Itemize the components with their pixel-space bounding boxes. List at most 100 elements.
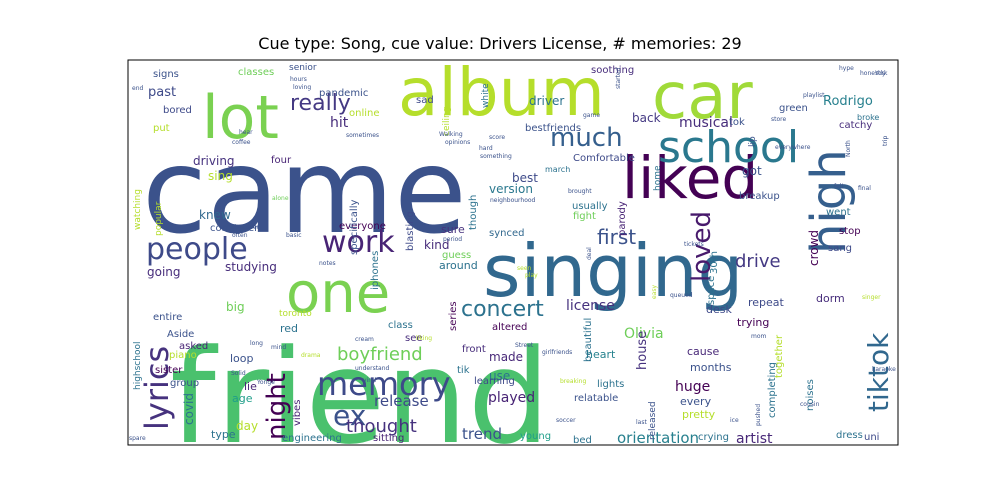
word-period: period: [443, 236, 462, 243]
word-something: something: [480, 153, 512, 160]
word-guess: guess: [442, 250, 471, 261]
word-crying: crying: [698, 432, 729, 443]
word-version: version: [489, 182, 533, 196]
word-rodrigo: Rodrigo: [823, 94, 873, 109]
word-class: class: [388, 320, 413, 331]
word-watching: watching: [133, 189, 143, 230]
word-ice: ice: [730, 417, 739, 424]
word-uni: uni: [864, 432, 879, 443]
word-artist: artist: [736, 431, 773, 447]
word-spare: spare: [129, 435, 146, 442]
word-loving: loving: [293, 84, 311, 91]
word-comfortable: Comfortable: [573, 153, 635, 164]
word-sure: sure: [441, 223, 465, 236]
word-store: store: [771, 116, 786, 123]
word-sing: sing: [208, 169, 233, 183]
word-senior: senior: [289, 63, 317, 73]
word-fight: fight: [573, 211, 596, 222]
word-cream: cream: [355, 336, 374, 343]
word-playlist: playlist: [803, 92, 825, 99]
word-loved: loved: [687, 211, 717, 282]
word-broke: broke: [857, 113, 879, 122]
word-lot: lot: [202, 83, 279, 153]
word-viral: viral: [363, 377, 376, 384]
word-soccer: soccer: [556, 417, 576, 424]
word-coffee: coffee: [232, 139, 251, 146]
word-studying: studying: [225, 260, 277, 274]
word-young: young: [520, 431, 551, 442]
word-loop: loop: [230, 352, 254, 365]
word-specifically: specifically: [349, 200, 360, 255]
word-deal: deal: [586, 247, 593, 260]
word-singer: singer: [862, 294, 881, 301]
word-karaoke: karaoke: [872, 366, 896, 373]
word-final: final: [858, 185, 871, 192]
word-everywhere: everywhere: [775, 144, 811, 151]
word-lip: lip: [748, 136, 758, 147]
word-yonge: Yonge: [256, 379, 275, 386]
word-series: series: [448, 301, 459, 331]
word-bed: bed: [573, 435, 592, 446]
word-driving: driving: [193, 154, 235, 168]
word-age: age: [232, 392, 253, 405]
word-north: North: [845, 140, 852, 157]
word-parody: parody: [617, 201, 628, 236]
word-kind: kind: [424, 238, 450, 252]
word-honestly: honestly: [860, 70, 886, 77]
word-cause: cause: [687, 345, 719, 358]
word-noises: noises: [805, 379, 816, 411]
word-trip: trip: [882, 136, 889, 146]
word-opinions: opinions: [445, 139, 470, 146]
word-release: release: [374, 392, 429, 410]
word-repeat: repeat: [748, 296, 785, 309]
word-pretty: pretty: [682, 408, 716, 421]
word-blasting: blasting: [405, 211, 416, 251]
word-put: put: [153, 123, 170, 134]
word-drama: drama: [301, 352, 321, 359]
word-score: score: [489, 134, 505, 141]
word-engineering: engineering: [282, 433, 342, 444]
word-people: people: [146, 232, 248, 267]
word-big: big: [226, 300, 245, 314]
word-breaking: breaking: [560, 378, 586, 385]
plot-frame: [127, 59, 899, 446]
word-hours: hours: [290, 76, 307, 83]
word-pushed: pushed: [755, 404, 762, 426]
word-high: high: [801, 149, 857, 254]
word-covid: covid: [182, 393, 196, 425]
word-sometimes: sometimes: [346, 132, 379, 139]
word-came: came: [142, 122, 467, 260]
word-mind: mind: [271, 344, 286, 351]
word-started: started: [615, 67, 622, 89]
word-learning: learning: [474, 376, 515, 387]
word-march: march: [545, 165, 570, 174]
word-night: night: [262, 373, 292, 440]
word-bored: bored: [163, 105, 192, 116]
word-hear: hear: [239, 129, 253, 136]
word-home: home: [653, 165, 663, 191]
word-piano: piano: [169, 350, 197, 361]
word-felt: felt: [834, 183, 844, 190]
word-crowd: crowd: [807, 230, 821, 266]
word-street: Street: [515, 342, 534, 349]
word-driver: driver: [529, 94, 564, 108]
word-classes: classes: [238, 67, 274, 78]
word-four: four: [271, 155, 292, 166]
word-neighbourhood: neighbourhood: [490, 197, 536, 204]
word-going: going: [147, 265, 181, 279]
word-heart: heart: [586, 348, 616, 361]
word-every: every: [680, 395, 712, 408]
word-lights: lights: [597, 379, 624, 390]
word-relatable: relatable: [574, 393, 618, 404]
word-space: space: [706, 276, 717, 305]
word-mom: mom: [751, 333, 767, 340]
word-months: months: [690, 361, 732, 374]
word-asked: asked: [179, 341, 208, 352]
word-first: first: [597, 225, 636, 249]
word-altered: altered: [492, 322, 527, 333]
word-walking: Walking: [439, 131, 463, 138]
word-front: front: [462, 344, 486, 355]
word-dress: dress: [836, 430, 863, 441]
word-catchy: catchy: [839, 120, 872, 131]
